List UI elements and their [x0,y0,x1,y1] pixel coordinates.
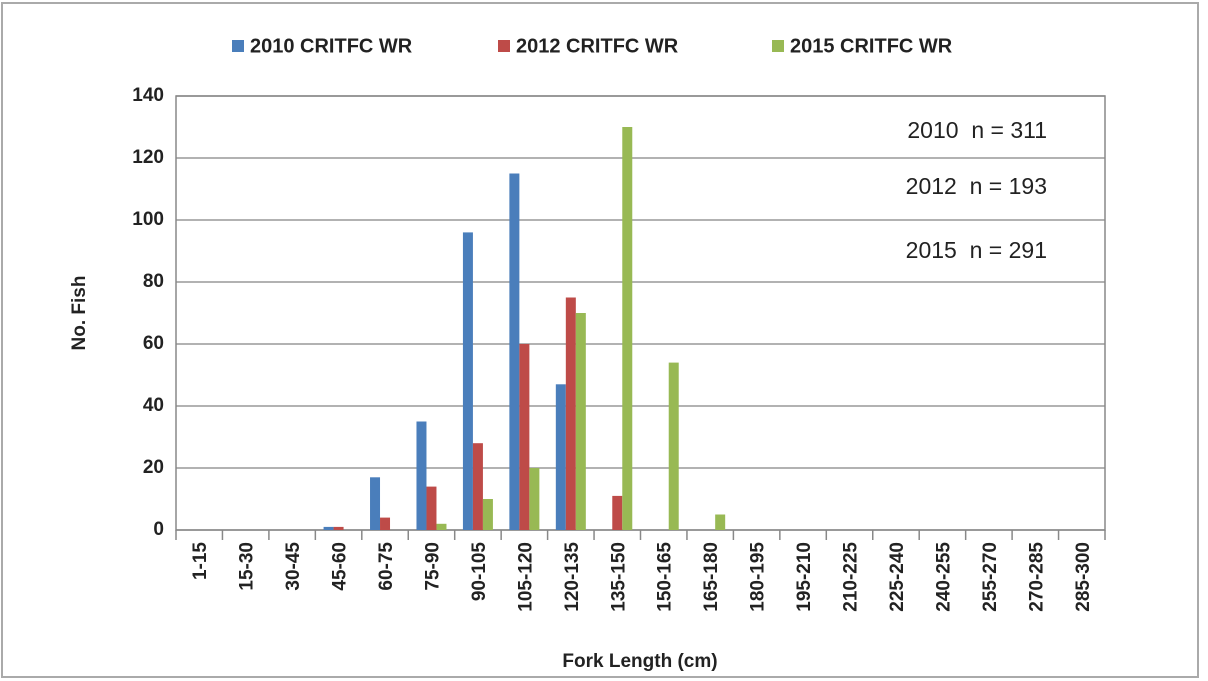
y-tick-label: 100 [132,209,164,230]
annotation: 2012 n = 193 [906,173,1047,199]
x-tick-label: 225-240 [887,542,908,612]
bar [509,173,520,530]
bar [370,477,381,530]
bar [565,297,576,530]
y-tick-label: 20 [143,457,164,478]
x-tick-label: 45-60 [330,542,351,591]
x-axis-title: Fork Length (cm) [562,651,717,672]
legend-swatch [498,40,510,52]
x-tick-label: 135-150 [608,542,629,612]
x-tick-label: 210-225 [841,542,862,612]
bar [323,526,334,530]
x-tick-label: 90-105 [469,542,490,602]
y-tick-label: 140 [132,85,164,106]
x-tick-label: 15-30 [237,542,258,591]
annotation: 2015 n = 291 [906,237,1047,263]
y-tick-label: 0 [153,519,164,540]
x-tick-label: 150-165 [655,542,676,612]
y-tick-label: 120 [132,147,164,168]
legend-label: 2015 CRITFC WR [790,35,953,57]
bar [575,313,586,530]
bar [482,499,493,530]
bar [472,443,483,530]
bar [426,486,437,530]
legend-swatch [772,40,784,52]
x-tick-label: 75-90 [422,542,443,591]
bar [668,362,679,530]
x-tick-label: 105-120 [515,542,536,612]
bar [333,526,344,530]
x-tick-label: 195-210 [794,542,815,612]
x-tick-label: 120-135 [562,542,583,612]
legend-swatch [232,40,244,52]
bar [436,523,447,530]
bar [555,384,566,530]
x-tick-label: 165-180 [701,542,722,612]
x-tick-label: 1-15 [190,542,211,580]
x-tick-label: 255-270 [980,542,1001,612]
bar [519,344,530,530]
y-tick-label: 40 [143,395,164,416]
bar [715,514,726,530]
x-tick-label: 240-255 [933,542,954,612]
x-tick-label: 180-195 [748,542,769,612]
annotation: 2010 n = 311 [907,117,1047,143]
bar [416,421,427,530]
x-tick-label: 285-300 [1073,542,1094,612]
bar [529,468,540,530]
y-tick-label: 60 [143,333,164,354]
legend-label: 2012 CRITFC WR [516,35,679,57]
y-axis-title: No. Fish [69,276,90,351]
x-tick-label: 60-75 [376,542,397,591]
x-tick-label: 270-285 [1026,542,1047,612]
bar [612,495,623,530]
bar [462,232,473,530]
bar [622,127,633,530]
y-tick-label: 80 [143,271,164,292]
legend-label: 2010 CRITFC WR [250,35,413,57]
bar [380,517,391,530]
x-tick-label: 30-45 [283,542,304,591]
